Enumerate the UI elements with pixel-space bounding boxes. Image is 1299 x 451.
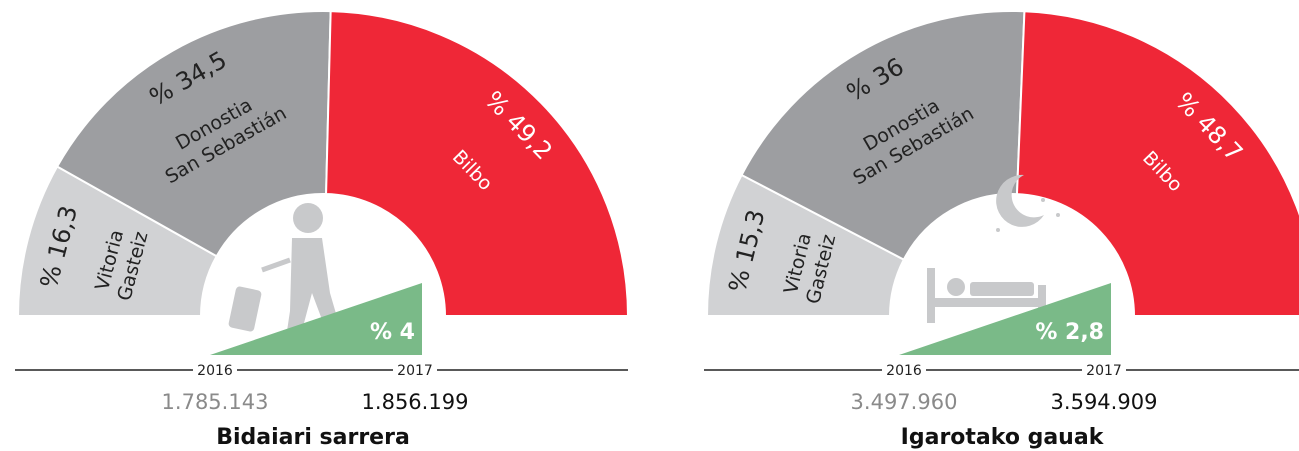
chart-title: Igarotako gauak	[901, 425, 1105, 450]
change-triangle	[210, 283, 422, 355]
year-bg	[882, 362, 926, 378]
chart-title: Bidaiari sarrera	[216, 425, 410, 450]
change-label: % 4	[370, 320, 415, 345]
total-label: 3.594.909	[1051, 390, 1158, 414]
change-label: % 2,8	[1035, 320, 1104, 345]
total-label: 3.497.960	[851, 390, 958, 414]
year-bg	[393, 362, 437, 378]
pie-segment	[55, 10, 332, 258]
sleep-icon	[927, 174, 1060, 323]
year-label: 2017	[397, 363, 433, 379]
total-label: 1.856.199	[362, 390, 469, 414]
year-bg	[1082, 362, 1126, 378]
pie-segment	[740, 10, 1026, 261]
year-label: 2016	[197, 363, 233, 379]
pie-segment	[325, 10, 630, 317]
segments	[16, 10, 1299, 317]
year-label: 2017	[1086, 363, 1122, 379]
change-triangle	[899, 283, 1111, 355]
pie-segment	[1015, 10, 1299, 317]
year-bg	[193, 362, 237, 378]
total-label: 1.785.143	[162, 390, 269, 414]
year-label: 2016	[886, 363, 922, 379]
